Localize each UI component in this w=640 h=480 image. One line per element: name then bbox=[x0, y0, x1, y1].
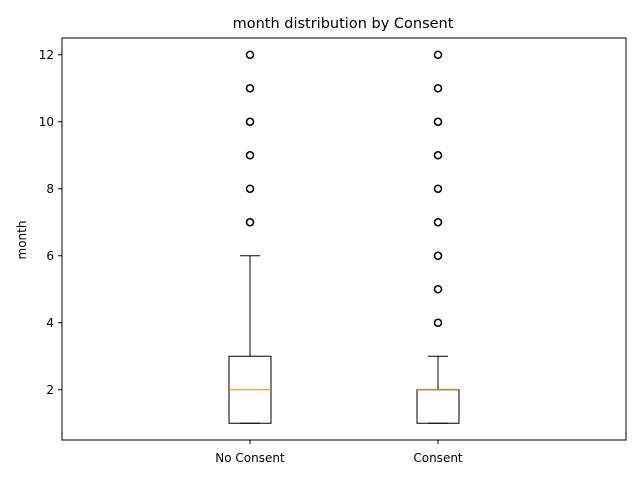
y-tick-label: 2 bbox=[46, 383, 54, 397]
x-tick-label: No Consent bbox=[215, 451, 285, 465]
box-iqr bbox=[416, 389, 460, 424]
outlier-point bbox=[245, 50, 255, 60]
axes-frame bbox=[61, 37, 627, 441]
x-tick-label: Consent bbox=[413, 451, 463, 465]
y-tick-label: 10 bbox=[39, 115, 54, 129]
chart-title: month distribution by Consent bbox=[233, 16, 454, 32]
outlier-point bbox=[433, 117, 443, 127]
outlier-point bbox=[433, 251, 443, 261]
outlier-point bbox=[433, 217, 443, 227]
outlier-point bbox=[245, 184, 255, 194]
y-axis-label: month bbox=[15, 221, 29, 260]
outlier-point bbox=[433, 184, 443, 194]
outlier-point bbox=[245, 83, 255, 93]
outlier-point bbox=[433, 50, 443, 60]
outlier-point bbox=[245, 150, 255, 160]
outlier-point bbox=[433, 83, 443, 93]
y-tick-label: 12 bbox=[39, 48, 54, 62]
outlier-point bbox=[433, 150, 443, 160]
y-tick-label: 6 bbox=[46, 249, 54, 263]
outlier-point bbox=[433, 284, 443, 294]
outlier-point bbox=[433, 318, 443, 328]
plot-area: 2 4 6 8 10 12 No Consent Consent bbox=[39, 48, 463, 465]
outlier-point bbox=[245, 217, 255, 227]
y-tick-label: 8 bbox=[46, 182, 54, 196]
y-tick-label: 4 bbox=[46, 316, 54, 330]
outlier-point bbox=[245, 117, 255, 127]
